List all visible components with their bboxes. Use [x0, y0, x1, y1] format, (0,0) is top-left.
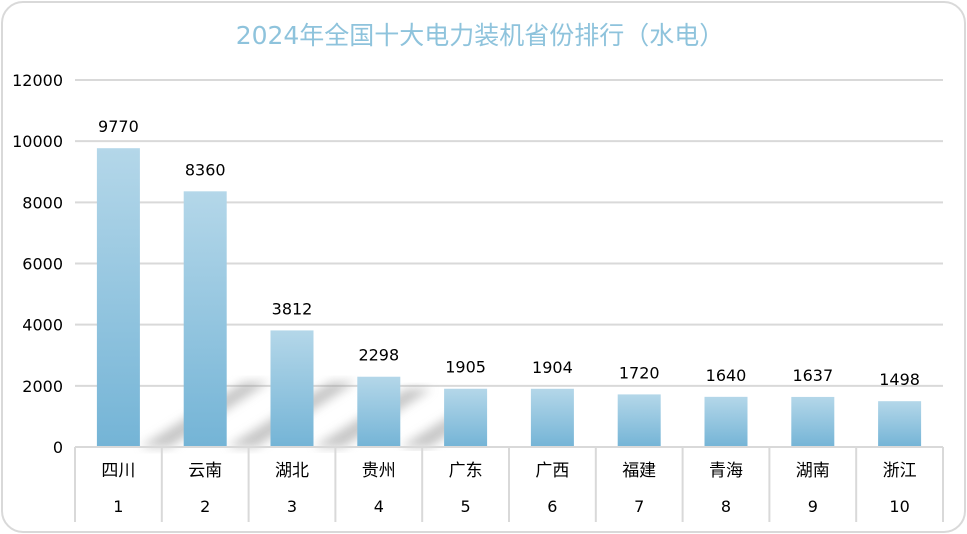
category-label: 贵州 — [362, 461, 396, 481]
y-tick-label: 2000 — [22, 377, 63, 396]
category-label: 浙江 — [883, 461, 917, 481]
data-label: 9770 — [98, 117, 139, 136]
bar-福建 — [617, 394, 661, 447]
category-label: 广东 — [449, 461, 483, 481]
category-label: 青海 — [709, 461, 743, 481]
bar-湖北 — [270, 330, 314, 447]
category-label: 四川 — [101, 461, 135, 481]
data-label: 1637 — [792, 366, 833, 385]
category-label: 湖北 — [275, 461, 309, 481]
category-label: 云南 — [188, 461, 222, 481]
y-tick-label: 4000 — [22, 316, 63, 335]
data-label: 1498 — [879, 370, 920, 389]
data-label: 1904 — [532, 358, 573, 377]
data-label: 8360 — [185, 160, 226, 179]
category-label: 广西 — [535, 461, 569, 481]
rank-label: 2 — [200, 497, 210, 516]
data-label: 1905 — [445, 358, 486, 377]
bar-广西 — [530, 388, 574, 447]
category-label: 福建 — [622, 461, 656, 481]
chart-title: 2024年全国十大电力装机省份排行（水电） — [236, 21, 725, 50]
rank-label: 1 — [113, 497, 123, 516]
bar-浙江 — [878, 401, 922, 447]
data-label: 1720 — [619, 363, 660, 382]
rank-label: 3 — [287, 497, 297, 516]
rank-label: 5 — [461, 497, 471, 516]
bar-云南 — [183, 191, 227, 447]
data-label: 1640 — [706, 366, 747, 385]
rank-label: 4 — [374, 497, 384, 516]
y-tick-label: 6000 — [22, 255, 63, 274]
data-label: 3812 — [272, 299, 313, 318]
bar-贵州 — [357, 376, 401, 447]
rank-label: 10 — [889, 497, 909, 516]
rank-label: 9 — [808, 497, 818, 516]
bar-广东 — [444, 388, 488, 447]
bar-四川 — [96, 148, 140, 447]
rank-label: 7 — [634, 497, 644, 516]
rank-label: 8 — [721, 497, 731, 516]
y-tick-label: 8000 — [22, 193, 63, 212]
y-tick-label: 0 — [53, 438, 63, 457]
bar-湖南 — [791, 396, 835, 447]
y-tick-label: 12000 — [12, 71, 63, 90]
bar-青海 — [704, 396, 748, 447]
category-label: 湖南 — [796, 461, 830, 481]
data-label: 2298 — [358, 346, 399, 365]
rank-label: 6 — [547, 497, 557, 516]
y-tick-label: 10000 — [12, 132, 63, 151]
